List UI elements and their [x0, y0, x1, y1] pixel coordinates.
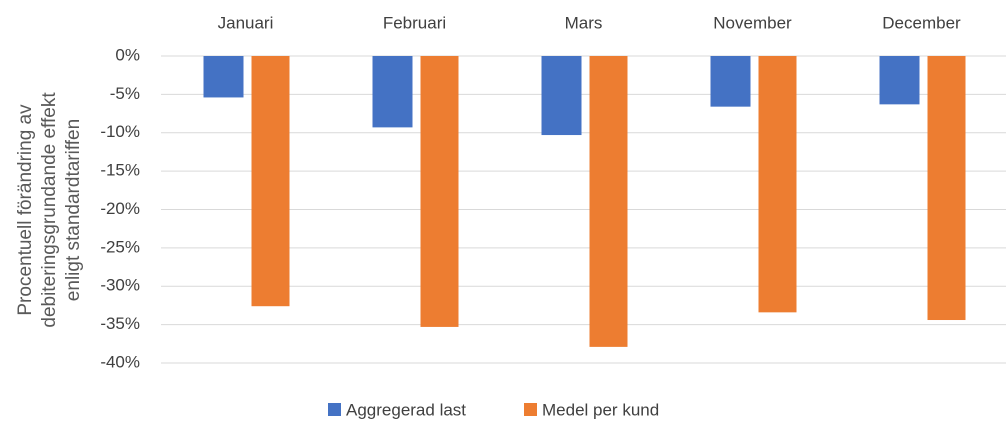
- bar: [203, 56, 244, 98]
- bar: [589, 56, 628, 347]
- x-tick-label: Januari: [218, 13, 274, 32]
- bar: [420, 56, 459, 327]
- y-tick-label: -25%: [100, 237, 140, 256]
- y-tick-label: -35%: [100, 314, 140, 333]
- bar: [758, 56, 797, 313]
- x-tick-label: Mars: [565, 13, 603, 32]
- y-tick-label: -30%: [100, 276, 140, 295]
- y-tick-label: -20%: [100, 199, 140, 218]
- y-tick-label: -10%: [100, 122, 140, 141]
- bar: [710, 56, 751, 107]
- y-axis-title-line: debiteringsgrundande effekt: [39, 92, 60, 328]
- bar: [927, 56, 966, 321]
- y-axis-title: Procentuell förändring av debiteringsgru…: [15, 92, 84, 328]
- bar: [879, 56, 920, 105]
- y-axis-title-line: enligt standardtariffen: [63, 119, 84, 301]
- y-axis-title-line: Procentuell förändring av: [15, 104, 36, 316]
- y-tick-label: -15%: [100, 161, 140, 180]
- legend-swatch: [524, 403, 537, 416]
- bar: [541, 56, 582, 136]
- legend-swatch: [328, 403, 341, 416]
- legend-label: Aggregerad last: [346, 400, 466, 419]
- y-tick-label: -5%: [110, 84, 140, 103]
- legend-label: Medel per kund: [542, 400, 659, 419]
- x-tick-label: November: [713, 13, 792, 32]
- bar: [251, 56, 290, 307]
- bar: [372, 56, 413, 128]
- y-tick-label: 0%: [115, 45, 140, 64]
- y-tick-label: -40%: [100, 352, 140, 371]
- x-tick-label: December: [882, 13, 961, 32]
- x-tick-label: Februari: [383, 13, 446, 32]
